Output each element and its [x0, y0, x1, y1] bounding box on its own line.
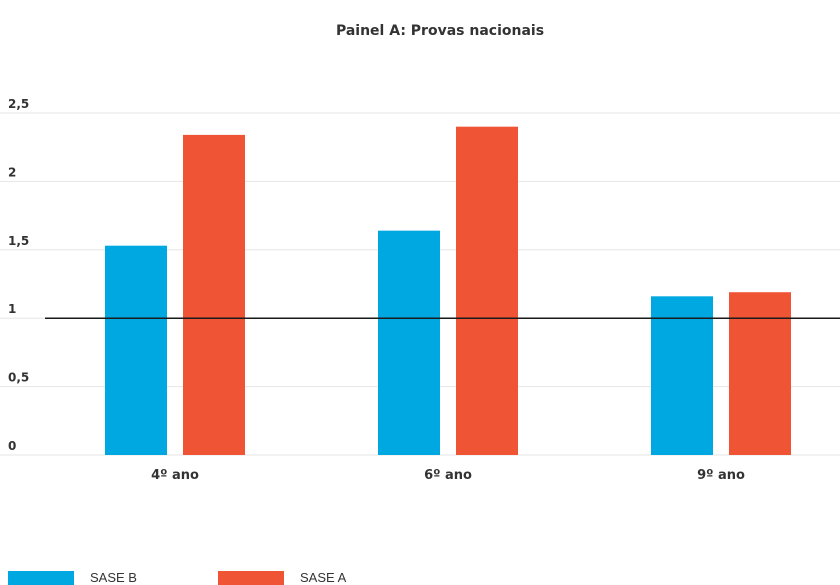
x-axis: 4º ano 6º ano 9º ano — [151, 468, 745, 483]
legend: SASE B SASE A — [8, 570, 347, 585]
y-tick-label: 2 — [8, 165, 16, 179]
bar-sase-a-3 — [729, 292, 791, 455]
bar-sase-a-2 — [456, 126, 518, 456]
chart-title: Painel A: Provas nacionais — [336, 23, 544, 39]
y-axis: 0 0,5 1 1,5 2 2,5 — [8, 97, 29, 453]
y-tick-label: 0 — [8, 439, 16, 453]
y-tick-label: 0,5 — [8, 371, 29, 385]
legend-label: SASE B — [90, 570, 137, 585]
legend-swatch — [218, 571, 284, 585]
bar-sase-b-2 — [378, 230, 440, 455]
x-tick-label: 6º ano — [424, 468, 472, 483]
bars — [105, 126, 791, 456]
bar-sase-b-3 — [651, 296, 713, 455]
y-tick-label: 1,5 — [8, 234, 29, 248]
x-tick-label: 9º ano — [697, 468, 745, 483]
legend-swatch — [8, 571, 74, 585]
x-tick-label: 4º ano — [151, 468, 199, 483]
bar-sase-b-1 — [105, 245, 167, 455]
y-tick-label: 2,5 — [8, 97, 29, 111]
bar-sase-a-1 — [183, 134, 245, 455]
legend-label: SASE A — [300, 570, 347, 585]
y-tick-label: 1 — [8, 302, 16, 316]
